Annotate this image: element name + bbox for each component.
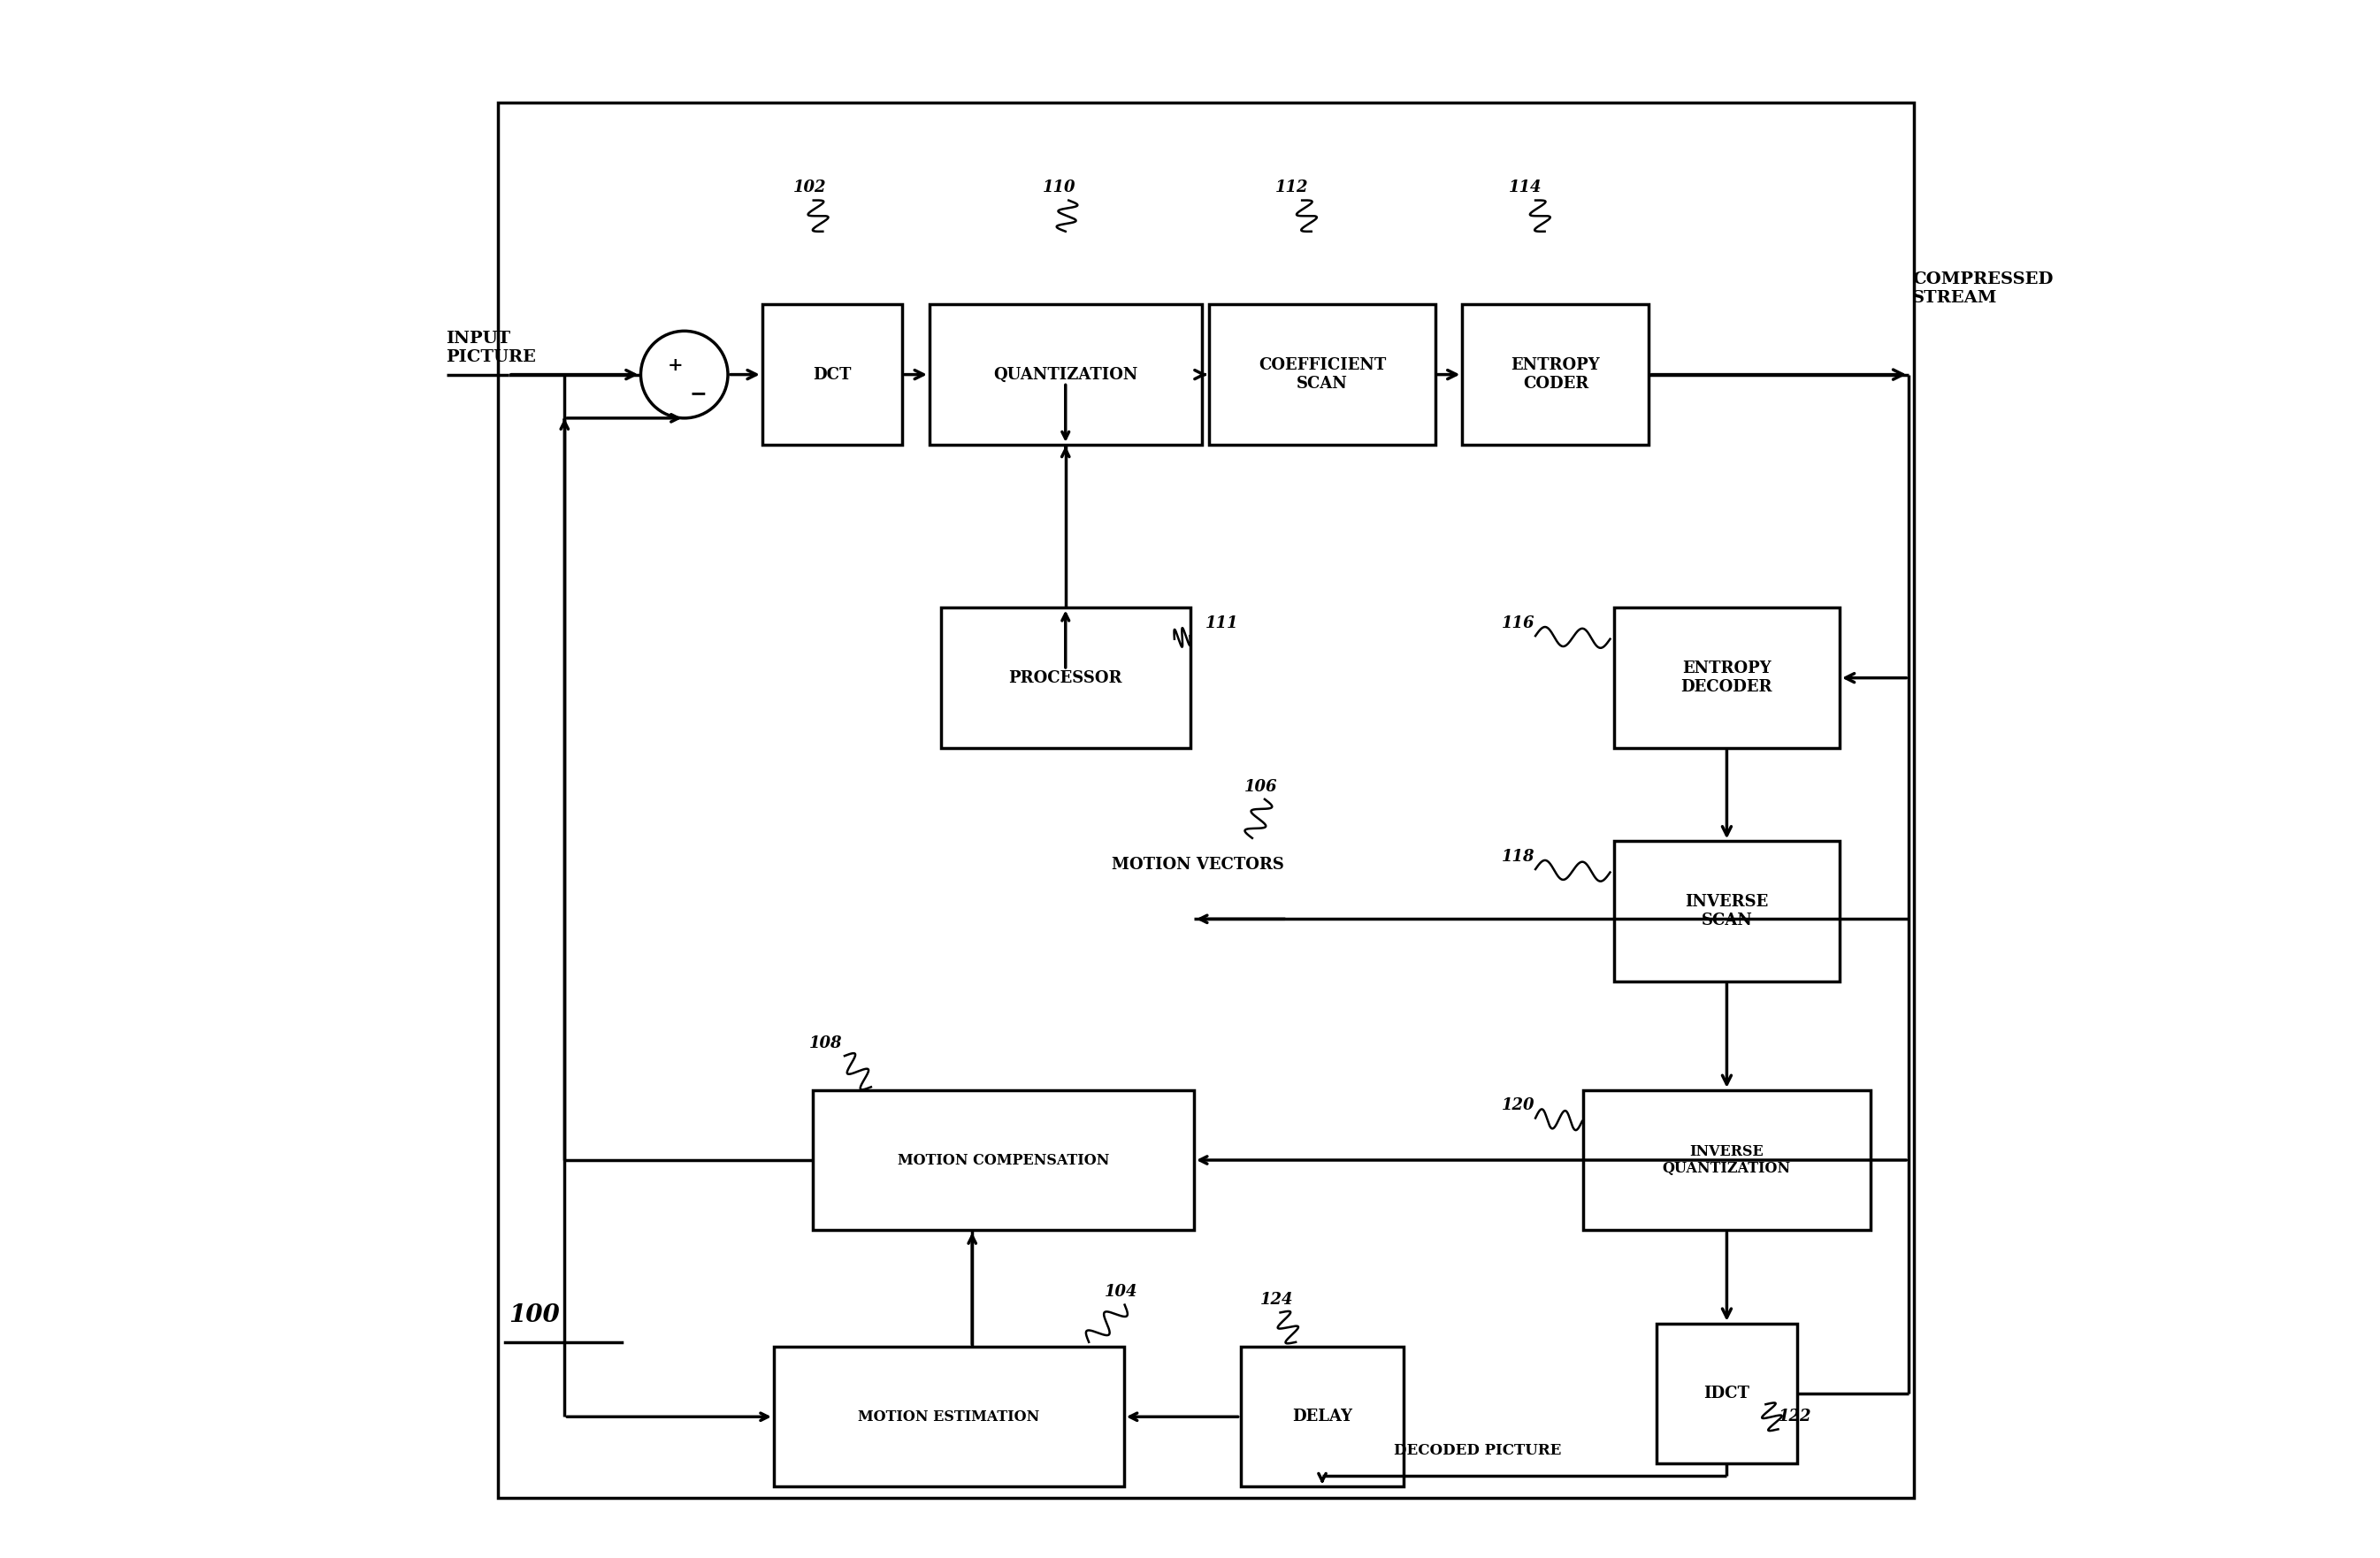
Text: COMPRESSED
STREAM: COMPRESSED STREAM bbox=[1911, 271, 2054, 307]
Text: INVERSE
QUANTIZATION: INVERSE QUANTIZATION bbox=[1664, 1144, 1792, 1176]
FancyBboxPatch shape bbox=[1614, 841, 1840, 982]
FancyBboxPatch shape bbox=[812, 1091, 1195, 1231]
Text: 124: 124 bbox=[1259, 1292, 1292, 1307]
FancyBboxPatch shape bbox=[1209, 304, 1435, 444]
Text: 122: 122 bbox=[1778, 1408, 1811, 1424]
Text: IDCT: IDCT bbox=[1704, 1385, 1749, 1401]
FancyBboxPatch shape bbox=[762, 304, 902, 444]
Text: 106: 106 bbox=[1245, 779, 1278, 795]
Text: COEFFICIENT
SCAN: COEFFICIENT SCAN bbox=[1259, 357, 1385, 391]
Text: −: − bbox=[690, 383, 707, 404]
Text: PROCESSOR: PROCESSOR bbox=[1009, 670, 1123, 686]
Text: DECODED PICTURE: DECODED PICTURE bbox=[1395, 1443, 1561, 1458]
Text: QUANTIZATION: QUANTIZATION bbox=[992, 366, 1138, 383]
Text: 120: 120 bbox=[1502, 1097, 1535, 1114]
Text: 104: 104 bbox=[1104, 1284, 1138, 1299]
Text: INVERSE
SCAN: INVERSE SCAN bbox=[1685, 894, 1768, 929]
FancyBboxPatch shape bbox=[928, 304, 1202, 444]
Text: 111: 111 bbox=[1207, 615, 1238, 631]
Text: 118: 118 bbox=[1502, 849, 1535, 865]
Text: MOTION COMPENSATION: MOTION COMPENSATION bbox=[897, 1153, 1109, 1167]
Text: 112: 112 bbox=[1276, 179, 1309, 196]
Text: MOTION ESTIMATION: MOTION ESTIMATION bbox=[859, 1410, 1040, 1424]
FancyBboxPatch shape bbox=[1583, 1091, 1871, 1231]
FancyBboxPatch shape bbox=[1240, 1346, 1404, 1486]
Text: DCT: DCT bbox=[814, 366, 852, 383]
FancyBboxPatch shape bbox=[1656, 1323, 1797, 1463]
Text: DELAY: DELAY bbox=[1292, 1408, 1352, 1424]
Text: INPUT
PICTURE: INPUT PICTURE bbox=[447, 330, 536, 365]
Text: 116: 116 bbox=[1502, 615, 1535, 631]
FancyBboxPatch shape bbox=[774, 1346, 1123, 1486]
Text: ENTROPY
CODER: ENTROPY CODER bbox=[1511, 357, 1599, 391]
FancyBboxPatch shape bbox=[1614, 608, 1840, 748]
Text: 100: 100 bbox=[509, 1304, 559, 1327]
FancyBboxPatch shape bbox=[940, 608, 1190, 748]
Text: 110: 110 bbox=[1042, 179, 1076, 196]
Text: MOTION VECTORS: MOTION VECTORS bbox=[1111, 857, 1283, 872]
Text: 114: 114 bbox=[1509, 179, 1542, 196]
Text: ENTROPY
DECODER: ENTROPY DECODER bbox=[1680, 661, 1773, 695]
Text: 108: 108 bbox=[809, 1036, 843, 1052]
Text: +: + bbox=[666, 357, 683, 374]
FancyBboxPatch shape bbox=[1461, 304, 1649, 444]
Text: 102: 102 bbox=[793, 179, 826, 196]
